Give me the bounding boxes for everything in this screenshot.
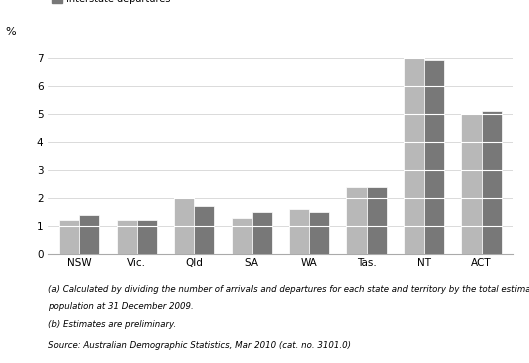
Bar [424, 60, 444, 254]
Text: %: % [6, 27, 16, 37]
Bar [346, 187, 367, 254]
Text: (b) Estimates are preliminary.: (b) Estimates are preliminary. [48, 320, 176, 329]
Text: Source: Australian Demographic Statistics, Mar 2010 (cat. no. 3101.0): Source: Australian Demographic Statistic… [48, 342, 351, 351]
Bar [481, 111, 501, 254]
Bar [194, 207, 214, 254]
Bar [59, 220, 79, 254]
Bar [174, 198, 194, 254]
Bar [309, 212, 329, 254]
Bar [289, 209, 309, 254]
Bar [404, 58, 424, 254]
Bar [232, 217, 252, 254]
Text: population at 31 December 2009.: population at 31 December 2009. [48, 302, 194, 311]
Bar [461, 114, 481, 254]
Bar [136, 220, 157, 254]
Bar [79, 215, 99, 254]
Bar [367, 187, 387, 254]
Text: (a) Calculated by dividing the number of arrivals and departures for each state : (a) Calculated by dividing the number of… [48, 285, 529, 294]
Bar [252, 212, 272, 254]
Legend: Interstate arrivals, Interstate departures: Interstate arrivals, Interstate departur… [52, 0, 170, 4]
Bar [116, 220, 136, 254]
